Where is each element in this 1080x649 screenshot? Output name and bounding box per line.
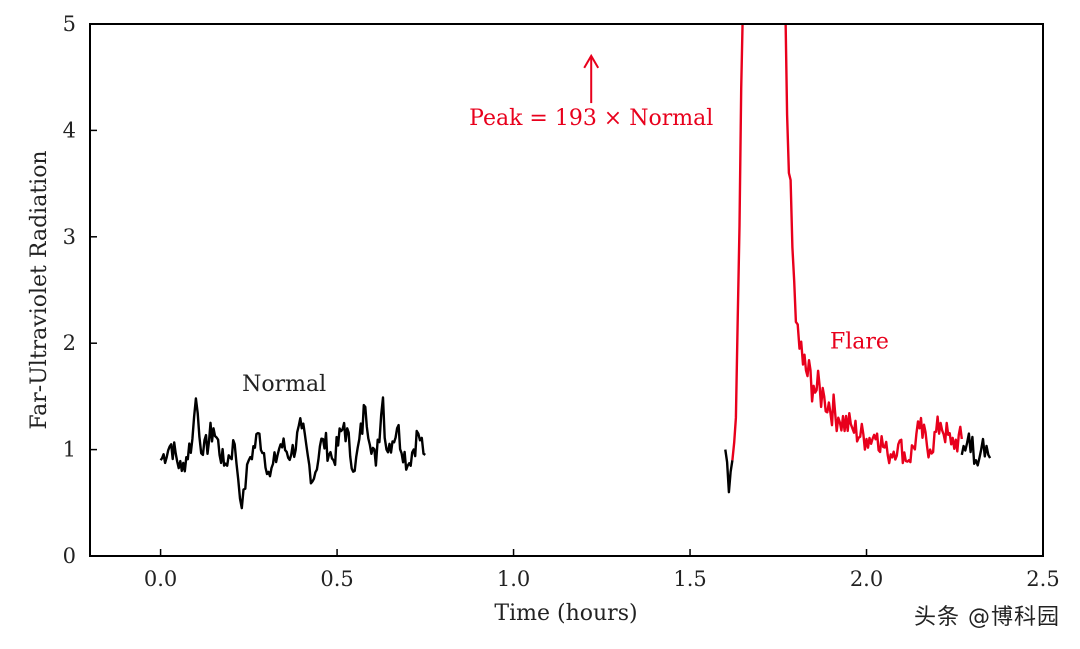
x-axis-label: Time (hours) xyxy=(494,601,637,626)
x-tick-label: 0.0 xyxy=(144,567,177,591)
y-axis-label: Far-Ultraviolet Radiation xyxy=(27,150,52,429)
x-axis: 0.0 0.5 1.0 1.5 2.0 2.5 xyxy=(144,549,1060,591)
x-tick-label: 1.0 xyxy=(497,567,530,591)
y-tick-label: 2 xyxy=(63,331,76,355)
y-tick-label: 4 xyxy=(63,118,76,142)
series-layer xyxy=(159,24,992,510)
series-flare-line-0 xyxy=(731,24,963,465)
annotation-normal: Normal xyxy=(242,372,326,397)
annotation-flare: Flare xyxy=(830,330,889,355)
y-tick-label: 1 xyxy=(63,438,76,462)
series-normal-line-0 xyxy=(159,396,426,510)
annotation-layer: Peak = 193 × Normal Normal Flare xyxy=(242,53,889,397)
y-tick-label: 0 xyxy=(63,544,76,568)
x-tick-label: 0.5 xyxy=(320,567,353,591)
y-tick-label: 3 xyxy=(63,225,76,249)
peak-arrow-head xyxy=(583,53,600,69)
y-axis: 0 1 2 3 4 5 xyxy=(63,12,97,568)
plot-frame xyxy=(89,23,1044,557)
x-tick-label: 2.5 xyxy=(1026,567,1059,591)
watermark: 头条 @博科园 xyxy=(914,605,1060,630)
series-normal-line-1 xyxy=(724,449,734,494)
annotation-peak: Peak = 193 × Normal xyxy=(469,106,713,131)
x-tick-label: 2.0 xyxy=(850,567,883,591)
x-tick-label: 1.5 xyxy=(673,567,706,591)
series-normal-line-2 xyxy=(960,432,992,467)
y-tick-label: 5 xyxy=(63,12,76,36)
